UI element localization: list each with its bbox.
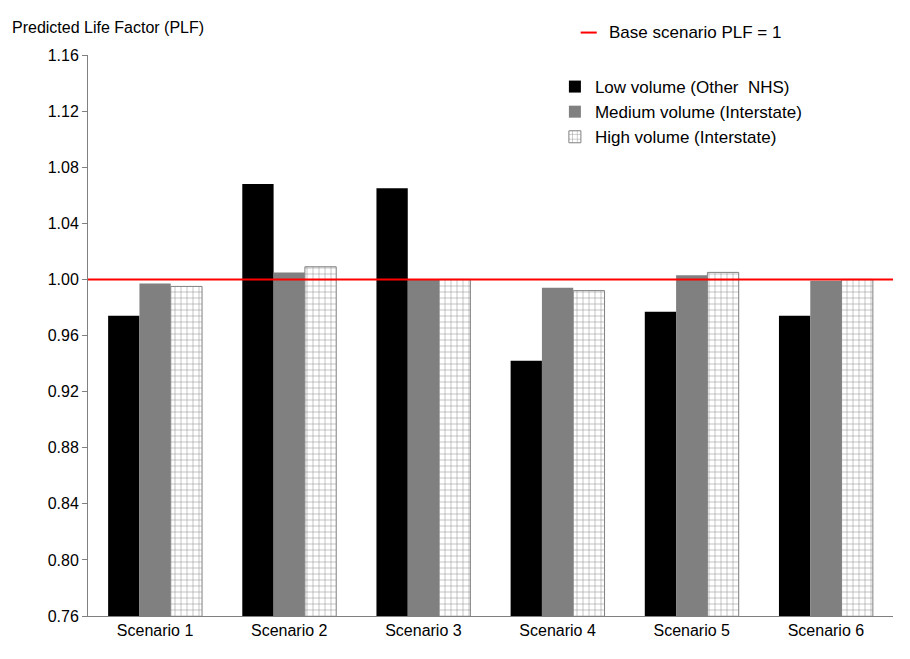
svg-text:Scenario 3: Scenario 3 [385,622,462,639]
svg-text:Medium volume (Interstate): Medium volume (Interstate) [595,103,802,122]
svg-text:0.76: 0.76 [48,608,79,625]
svg-text:0.88: 0.88 [48,439,79,456]
svg-text:0.96: 0.96 [48,327,79,344]
svg-text:Predicted Life Factor (PLF): Predicted Life Factor (PLF) [12,19,204,36]
svg-text:1.12: 1.12 [48,103,79,120]
svg-text:0.84: 0.84 [48,495,79,512]
svg-text:Low volume (Other NHS): Low volume (Other NHS) [595,78,790,97]
svg-text:Base scenario PLF = 1: Base scenario PLF = 1 [609,23,781,42]
svg-text:1.04: 1.04 [48,215,79,232]
svg-text:1.00: 1.00 [48,271,79,288]
svg-text:1.16: 1.16 [48,47,79,64]
svg-text:Scenario 6: Scenario 6 [788,622,865,639]
svg-text:Scenario 1: Scenario 1 [117,622,194,639]
svg-text:1.08: 1.08 [48,159,79,176]
svg-text:Scenario 5: Scenario 5 [654,622,731,639]
svg-text:0.80: 0.80 [48,552,79,569]
svg-text:Scenario 2: Scenario 2 [251,622,328,639]
svg-text:Scenario 4: Scenario 4 [519,622,596,639]
svg-text:High volume (Interstate): High volume (Interstate) [595,128,776,147]
svg-text:0.92: 0.92 [48,383,79,400]
